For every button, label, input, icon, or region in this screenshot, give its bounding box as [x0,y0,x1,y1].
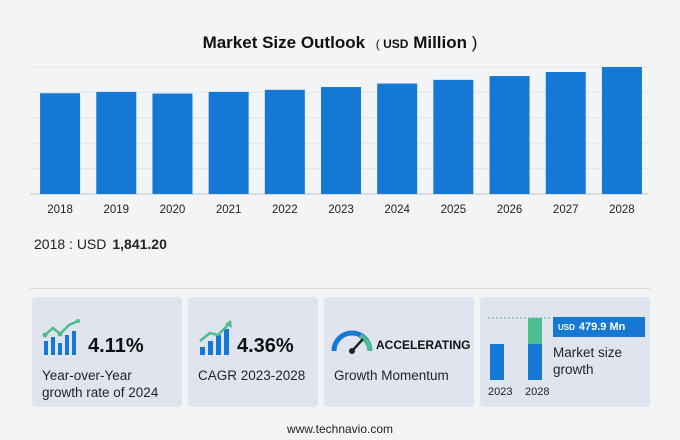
bar-2023 [321,87,361,194]
x-tick-label: 2025 [441,204,467,216]
speedometer-icon [331,330,373,354]
bar-2023 [490,344,504,380]
bar-2028 [601,67,642,194]
x-tick-label: 2028 [609,204,635,216]
x-tick-label: 2021 [216,204,242,216]
bar-2028-increment [528,318,542,344]
base-year-readout: 2018 : USD 1,841.20 [34,236,167,252]
growth-badge-unit: USD [558,323,575,332]
unit-prefix: USD [383,37,409,51]
growth-caption-line2: growth [553,362,594,377]
x-tick-label: 2023 [328,204,354,216]
bar-2025 [433,79,474,194]
momentum-value: ACCELERATING [376,338,471,352]
x-tick-label: 2022 [272,204,298,216]
growth-chart-icon [42,319,80,355]
bar-2028-base [528,344,542,380]
bar-chart: 2018 2019 2020 2021 2022 2023 2024 2025 2026 2027… [30,66,648,216]
momentum-caption: Growth Momentum [334,368,449,383]
yoy-caption-line1: Year-over-Year [42,368,132,383]
unit-word: Million [413,33,468,52]
bar-chart-up-icon [199,320,232,355]
cagr-caption: CAGR 2023-2028 [198,368,306,383]
growth-year-end: 2028 [525,386,550,398]
bar-2020 [152,93,193,194]
x-tick-label: 2024 [384,204,410,216]
x-tick-label: 2018 [47,204,73,216]
yoy-value: 4.11% [88,335,144,357]
growth-card: 2023 2028 USD 479.9 Mn Market size growth [480,297,650,407]
momentum-card: ACCELERATING Growth Momentum [324,297,474,407]
bar-2022 [264,89,305,194]
growth-year-start: 2023 [488,386,513,398]
yoy-caption-line2: growth rate of 2024 [42,385,159,400]
footer-url[interactable]: www.technavio.com [286,422,394,436]
growth-caption-line1: Market size [553,345,623,360]
divider-line [30,288,650,289]
x-tick-label: 2019 [103,204,129,216]
bar-2026 [489,76,530,194]
cagr-card: 4.36% CAGR 2023-2028 [188,297,318,407]
chart-title-unit: ( USD [375,37,409,51]
growth-caption: Market size growth [553,344,622,378]
chart-title: Market Size Outlook ( USD Million ) [0,33,680,53]
base-year-value: 1,841.20 [112,236,167,252]
bar-2027 [545,71,586,194]
bar-2019 [96,91,137,194]
growth-mini-chart [488,317,550,380]
bar-2024 [377,83,418,194]
cagr-value: 4.36% [237,335,294,357]
bar-2021 [208,91,249,194]
x-tick-label: 2020 [160,204,186,216]
yoy-card: 4.11% Year-over-Year growth rate of 2024 [32,297,182,407]
chart-title-text: Market Size Outlook [202,33,366,52]
x-tick-label: 2026 [497,204,523,216]
bar-2018 [40,93,81,194]
unit-close-paren: ) [471,33,478,52]
x-tick-label: 2027 [553,204,579,216]
yoy-caption: Year-over-Year growth rate of 2024 [42,367,158,401]
base-year-label: 2018 : USD [34,236,107,252]
growth-badge-value: 479.9 Mn [578,321,626,333]
growth-badge: USD 479.9 Mn [553,317,645,337]
